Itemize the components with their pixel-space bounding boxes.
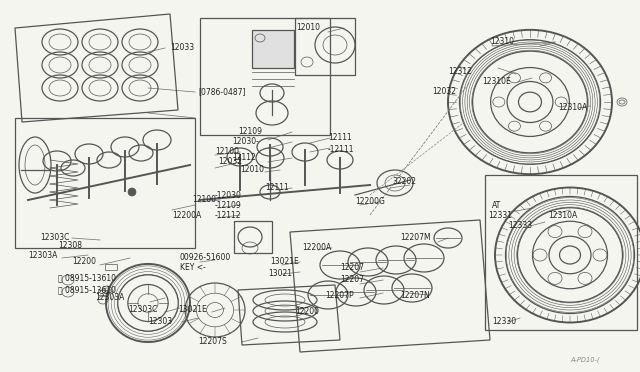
Text: 12310A: 12310A xyxy=(548,211,577,219)
Text: 12010: 12010 xyxy=(240,166,264,174)
Text: -12109: -12109 xyxy=(215,201,242,209)
Text: 12310E: 12310E xyxy=(482,77,511,87)
Text: 12207P: 12207P xyxy=(325,291,354,299)
Text: 12109: 12109 xyxy=(238,128,262,137)
Text: 12111: 12111 xyxy=(328,134,352,142)
Text: 12303A: 12303A xyxy=(95,294,124,302)
Text: 12200A: 12200A xyxy=(172,211,201,219)
Text: 12303C: 12303C xyxy=(40,234,69,243)
Text: 12331: 12331 xyxy=(488,211,512,219)
Text: A-PD10-(: A-PD10-( xyxy=(570,357,600,363)
Text: 12207: 12207 xyxy=(340,276,364,285)
Bar xyxy=(295,18,355,75)
Text: 12207M: 12207M xyxy=(400,234,431,243)
Text: 12200: 12200 xyxy=(72,257,96,266)
Text: 12112: 12112 xyxy=(232,154,256,163)
Text: 12330: 12330 xyxy=(492,317,516,327)
Bar xyxy=(200,18,330,135)
Text: 12207S: 12207S xyxy=(198,337,227,346)
Text: Ⓑ 08915-13610: Ⓑ 08915-13610 xyxy=(58,285,116,295)
Text: 12303: 12303 xyxy=(148,317,172,327)
Ellipse shape xyxy=(128,188,136,196)
Text: 12310A: 12310A xyxy=(558,103,588,112)
Text: 13021E: 13021E xyxy=(178,305,207,314)
Text: KEY <-: KEY <- xyxy=(180,263,205,273)
Text: 13021: 13021 xyxy=(268,269,292,279)
Text: 12111: 12111 xyxy=(265,183,289,192)
Text: 12333: 12333 xyxy=(508,221,532,230)
Text: ⓥ 08915-13610: ⓥ 08915-13610 xyxy=(58,273,116,282)
Text: -12112: -12112 xyxy=(215,211,241,219)
Text: 12100: 12100 xyxy=(192,196,216,205)
Text: 12033: 12033 xyxy=(170,44,194,52)
Text: 12303A: 12303A xyxy=(28,250,58,260)
Text: 12207: 12207 xyxy=(340,263,364,273)
Text: 12310: 12310 xyxy=(490,38,514,46)
Text: 12030-: 12030- xyxy=(232,138,259,147)
Text: 32202: 32202 xyxy=(392,177,416,186)
Text: 12200A: 12200A xyxy=(302,244,332,253)
Text: AT: AT xyxy=(492,201,501,209)
Text: -12111: -12111 xyxy=(328,145,355,154)
Text: [0786-0487]: [0786-0487] xyxy=(198,87,246,96)
Bar xyxy=(98,290,108,295)
Text: 12010: 12010 xyxy=(296,23,320,32)
Text: 12200G: 12200G xyxy=(355,198,385,206)
Bar xyxy=(234,221,272,253)
Text: 12312: 12312 xyxy=(448,67,472,77)
Text: 12303C: 12303C xyxy=(128,305,157,314)
Text: 12032: 12032 xyxy=(218,157,242,167)
Text: 12207N: 12207N xyxy=(400,291,429,299)
Text: -12030: -12030 xyxy=(215,190,242,199)
Text: 00926-51600: 00926-51600 xyxy=(180,253,231,263)
Bar xyxy=(15,118,195,248)
Text: 12100: 12100 xyxy=(215,148,239,157)
Bar xyxy=(485,175,637,330)
Bar xyxy=(105,264,117,270)
Text: 12200: 12200 xyxy=(295,308,319,317)
Text: 13021E: 13021E xyxy=(270,257,299,266)
Text: 12308: 12308 xyxy=(58,241,82,250)
Text: 12032: 12032 xyxy=(432,87,456,96)
Bar xyxy=(252,30,294,68)
